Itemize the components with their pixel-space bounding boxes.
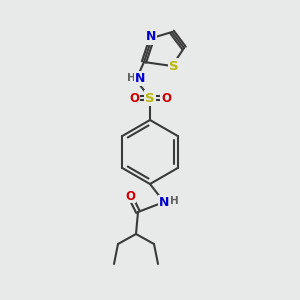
Text: N: N [146, 31, 156, 44]
Text: S: S [145, 92, 155, 104]
Text: N: N [159, 196, 169, 208]
Text: O: O [129, 92, 139, 104]
Text: H: H [127, 73, 135, 83]
Text: H: H [169, 196, 178, 206]
Text: N: N [135, 71, 145, 85]
Text: O: O [125, 190, 135, 202]
Text: S: S [169, 59, 179, 73]
Text: O: O [161, 92, 171, 104]
